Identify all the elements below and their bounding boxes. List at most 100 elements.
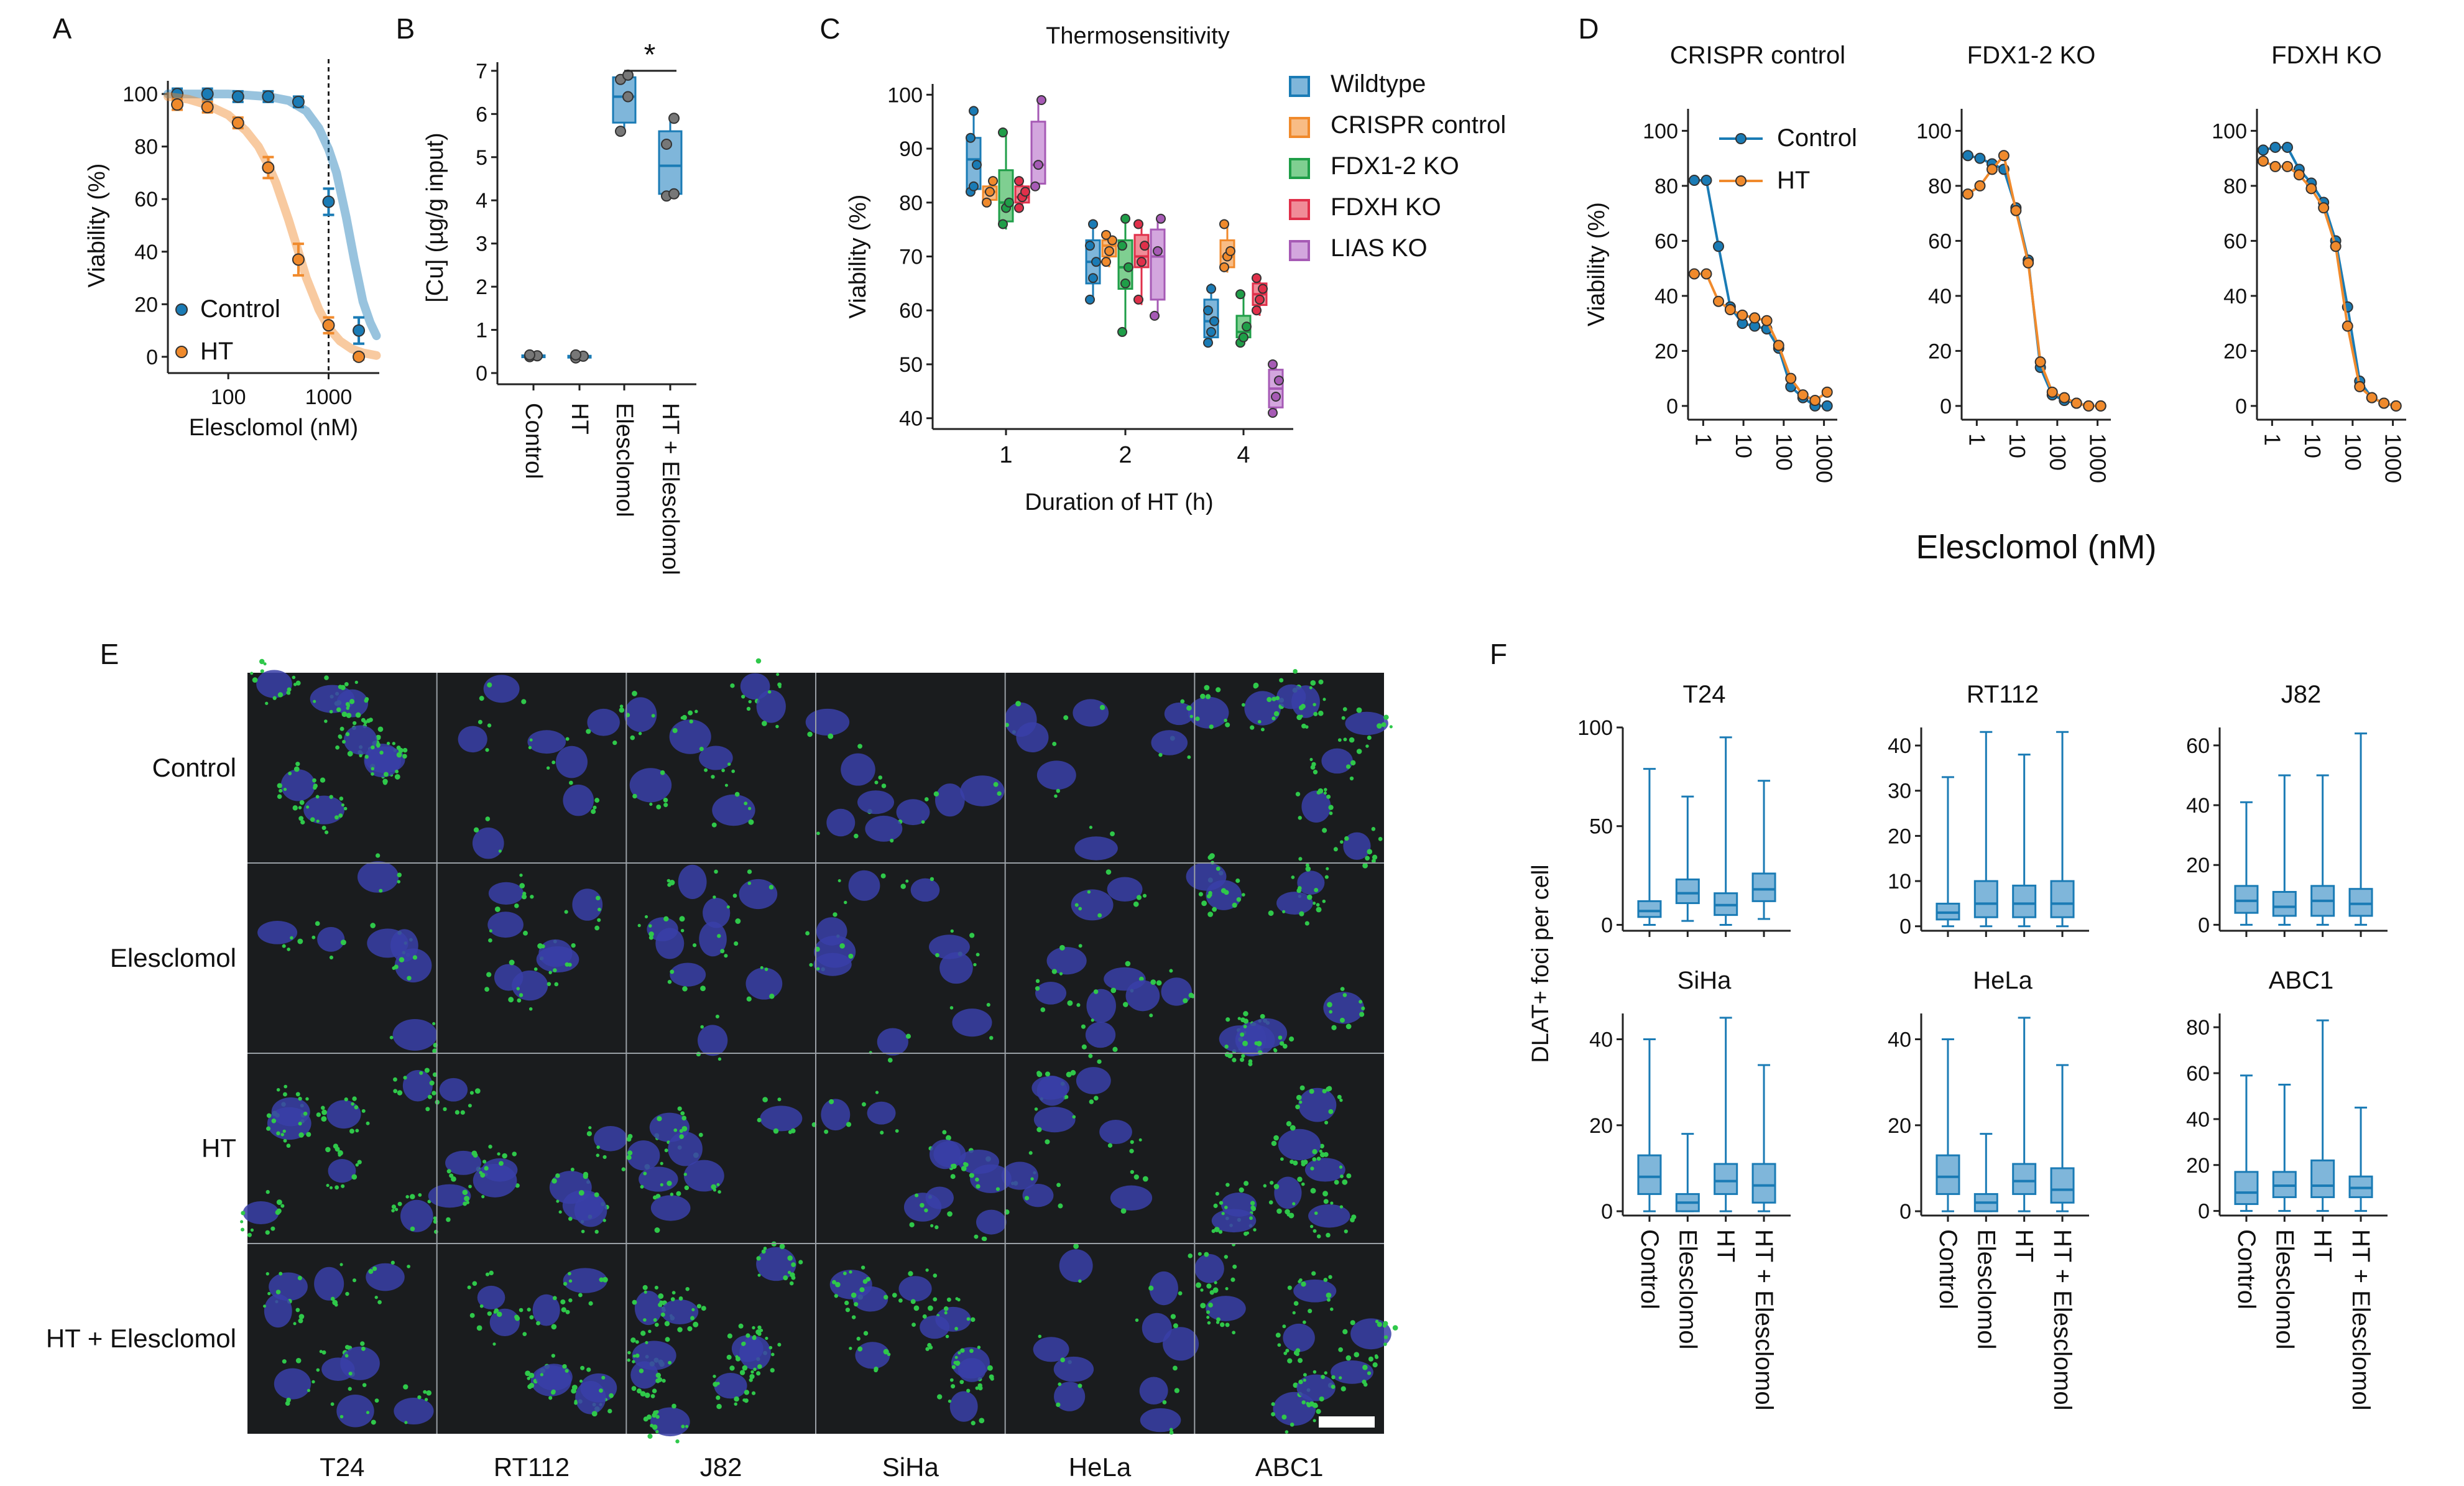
foci: [816, 967, 820, 971]
foci: [742, 1365, 748, 1371]
foci: [321, 825, 326, 831]
subplot-title: HeLa: [1973, 967, 2033, 994]
foci: [1365, 744, 1369, 748]
foci: [366, 1121, 370, 1125]
data-point: [292, 253, 305, 266]
foci: [749, 1373, 755, 1380]
foci: [581, 1229, 585, 1234]
foci: [324, 675, 329, 680]
foci: [644, 1392, 650, 1398]
foci: [479, 1171, 482, 1174]
foci: [321, 1105, 325, 1110]
foci: [757, 1273, 761, 1277]
foci: [424, 1398, 428, 1401]
foci: [1287, 1358, 1293, 1364]
foci: [670, 1193, 674, 1196]
foci: [632, 793, 637, 799]
nucleus: [390, 929, 418, 962]
data-point: [1821, 386, 1833, 398]
nucleus: [1245, 1018, 1288, 1048]
nucleus: [1301, 790, 1331, 823]
foci: [280, 1133, 285, 1137]
foci: [652, 1424, 658, 1430]
foci: [537, 943, 543, 949]
nucleus: [1099, 1120, 1132, 1145]
nucleus: [624, 697, 657, 732]
panel-f: T24050100RT112010203040J820204060SiHa020…: [1528, 681, 2388, 1411]
series-line-ht: [1694, 272, 1828, 402]
foci: [900, 884, 906, 889]
data-point: [1020, 187, 1030, 197]
nucleus: [920, 1315, 950, 1339]
foci: [374, 1398, 379, 1403]
foci: [1089, 1099, 1094, 1104]
nucleus: [532, 1294, 560, 1326]
foci: [311, 1380, 315, 1384]
foci: [1339, 1205, 1344, 1209]
foci: [564, 910, 568, 914]
foci: [734, 1396, 739, 1402]
nucleus: [805, 708, 850, 736]
foci: [432, 1048, 438, 1054]
data-point: [622, 91, 634, 103]
foci: [648, 935, 653, 940]
foci: [662, 1378, 666, 1383]
foci: [548, 971, 552, 974]
foci: [747, 869, 752, 874]
legend-swatch: [1289, 76, 1310, 97]
foci: [976, 953, 980, 957]
foci: [1291, 875, 1295, 879]
foci: [1280, 1157, 1284, 1161]
foci: [364, 755, 369, 759]
fit-curve-control: [164, 90, 381, 341]
foci: [711, 1184, 717, 1190]
foci: [1290, 1125, 1296, 1131]
nucleus: [483, 675, 520, 703]
foci: [556, 1199, 560, 1203]
foci: [924, 797, 929, 801]
y-tick-label: 20: [1928, 339, 1952, 363]
foci: [1077, 1383, 1082, 1388]
foci: [619, 704, 624, 708]
foci: [1310, 1166, 1314, 1171]
foci: [627, 1350, 631, 1355]
foci: [681, 1424, 685, 1429]
data-point: [1724, 304, 1736, 316]
foci: [993, 782, 999, 787]
foci: [468, 1104, 472, 1108]
foci: [961, 1166, 967, 1171]
data-point: [1268, 407, 1278, 418]
foci: [951, 1164, 954, 1168]
foci: [1350, 1320, 1355, 1326]
foci: [663, 916, 669, 922]
foci: [1156, 980, 1162, 986]
foci: [807, 731, 813, 737]
micrograph-elesclomol-abc1: [1186, 853, 1365, 1066]
foci: [394, 773, 400, 780]
foci: [729, 1365, 735, 1371]
foci: [1099, 704, 1105, 710]
foci: [842, 1271, 847, 1275]
nucleus: [929, 935, 970, 959]
foci: [492, 1342, 496, 1346]
foci: [1120, 1208, 1127, 1214]
data-point: [2269, 141, 2281, 153]
y-tick-label: 0: [1601, 1200, 1613, 1224]
foci: [1133, 901, 1139, 907]
foci: [1301, 1400, 1306, 1405]
foci: [533, 967, 538, 971]
foci: [1362, 1365, 1368, 1370]
data-point: [2354, 381, 2366, 392]
y-tick-label: 40: [1589, 1028, 1613, 1051]
foci: [654, 1227, 660, 1233]
foci: [354, 680, 358, 685]
foci: [1091, 1018, 1094, 1022]
foci: [410, 1226, 415, 1232]
foci: [1204, 1252, 1209, 1257]
data-point: [1252, 273, 1262, 284]
box: [2012, 1163, 2037, 1195]
foci: [602, 1219, 606, 1222]
nucleus: [865, 815, 903, 842]
nucleus: [1321, 748, 1353, 774]
foci: [277, 692, 284, 698]
